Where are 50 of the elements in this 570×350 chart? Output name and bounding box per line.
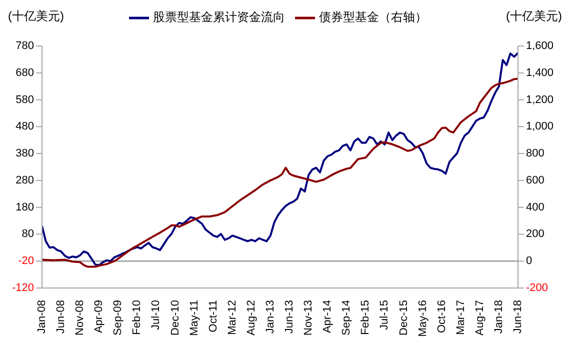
x-tick-label: Mar-17 (454, 300, 467, 335)
x-tick-label: Feb-15 (360, 300, 372, 335)
y2-tick-label: 400 (526, 201, 544, 214)
y2-axis-title: (十亿美元) (506, 8, 562, 25)
x-tick-label: Oct-11 (207, 300, 220, 332)
y-tick-label: 580 (16, 94, 34, 106)
x-tick-label: Jul-15 (378, 300, 391, 330)
y2-tick-label: 0 (526, 255, 532, 268)
y2-tick-label: 1,600 (526, 40, 554, 52)
x-tick-label: Sep-09 (112, 300, 124, 336)
y2-tick-label: 1,400 (526, 66, 554, 79)
x-tick-label: May-16 (416, 300, 429, 337)
x-tick-label: Mar-12 (226, 300, 238, 335)
legend-label: 债券型基金（右轴） (319, 10, 427, 24)
y-tick-label: 680 (16, 66, 34, 79)
x-tick-label: Jan-18 (492, 300, 505, 334)
y-tick-label: 380 (16, 148, 34, 160)
x-tick-label: Jun-08 (55, 300, 68, 334)
x-tick-label: Oct-16 (436, 300, 448, 334)
x-tick-label: Nov-13 (302, 300, 315, 336)
x-tick-label: Nov-08 (74, 300, 86, 336)
x-tick-label: Jul-10 (150, 300, 162, 330)
x-tick-label: Jun-18 (512, 300, 524, 334)
y-tick-label: -20 (18, 255, 34, 268)
x-tick-label: Feb-10 (131, 300, 144, 335)
x-tick-label: Aug-17 (474, 300, 486, 336)
y-tick-label: -120 (12, 282, 34, 294)
legend-label: 股票型基金累计资金流向 (153, 10, 285, 24)
x-tick-label: Apr-14 (322, 300, 334, 334)
x-tick-label: Aug-12 (245, 300, 258, 336)
y-axis-title: (十亿美元) (8, 8, 64, 25)
y2-tick-label: 200 (526, 228, 544, 240)
y-tick-label: 80 (22, 228, 34, 240)
y2-tick-label: -200 (526, 282, 548, 294)
x-tick-label: Jan-13 (264, 300, 276, 334)
y-tick-label: 480 (16, 120, 34, 133)
x-tick-label: Jun-13 (284, 300, 296, 334)
y-tick-label: 780 (16, 40, 34, 52)
y2-tick-label: 800 (526, 148, 544, 160)
x-tick-label: May-11 (188, 300, 200, 336)
y2-tick-label: 600 (526, 174, 544, 186)
y-tick-label: 180 (16, 201, 34, 214)
x-tick-label: Dec-10 (169, 300, 182, 336)
x-tick-label: Jan-08 (36, 300, 48, 334)
x-tick-label: Sep-14 (340, 300, 353, 336)
x-tick-label: Dec-15 (398, 300, 410, 336)
y2-tick-label: 1,200 (526, 94, 554, 106)
x-tick-label: Apr-09 (93, 300, 106, 334)
y-tick-label: 280 (16, 174, 34, 186)
y2-tick-label: 1,000 (526, 120, 554, 133)
